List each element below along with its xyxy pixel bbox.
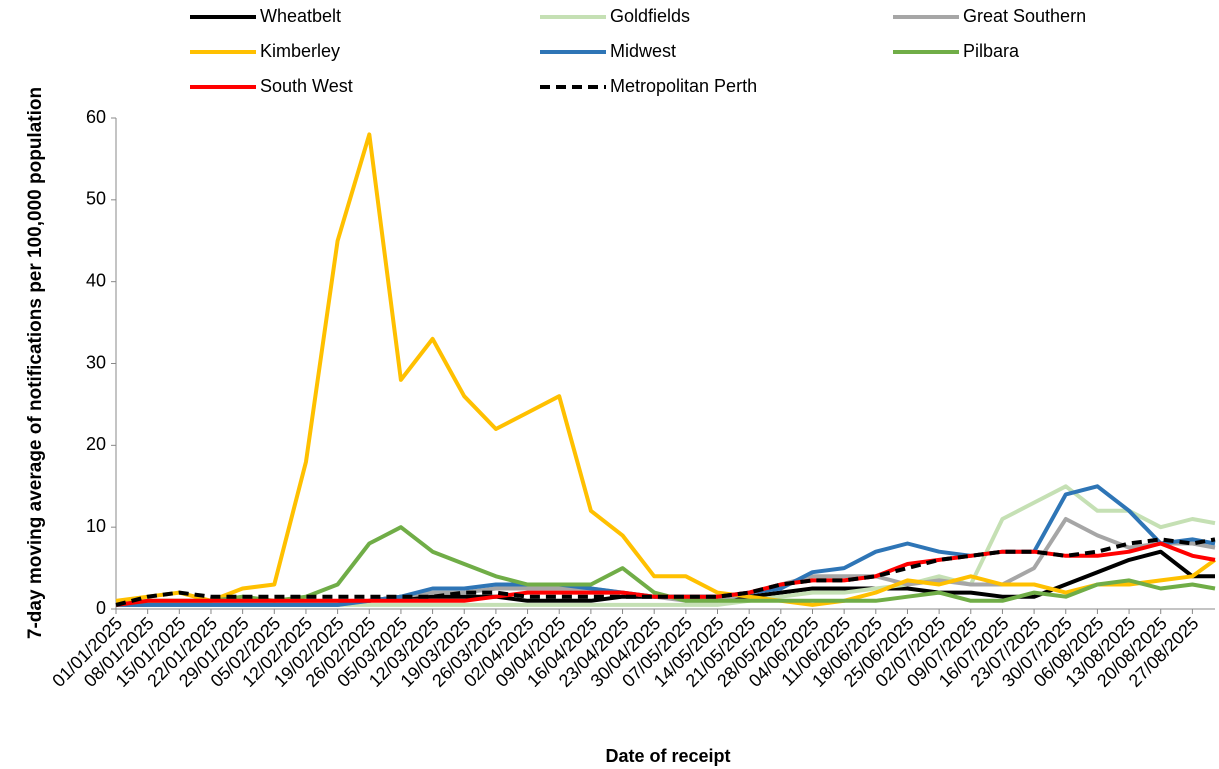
y-tick-label: 20 [86, 434, 106, 454]
series-line [115, 132, 1217, 607]
legend-label: South West [260, 76, 353, 96]
legend-label: Kimberley [260, 41, 340, 61]
legend-label: Goldfields [610, 6, 690, 26]
legend-label: Pilbara [963, 41, 1020, 61]
y-tick-label: 50 [86, 189, 106, 209]
y-tick-label: 0 [96, 598, 106, 618]
legend-label: Midwest [610, 41, 676, 61]
legend-label: Wheatbelt [260, 6, 341, 26]
y-axis-title: 7-day moving average of notifications pe… [25, 86, 46, 640]
legend-label: Metropolitan Perth [610, 76, 757, 96]
x-axis-title: Date of receipt [605, 746, 730, 766]
y-tick-label: 30 [86, 352, 106, 372]
legend-label: Great Southern [963, 6, 1086, 26]
series-line [115, 537, 1216, 607]
y-tick-label: 40 [86, 270, 106, 290]
y-tick-label: 60 [86, 107, 106, 127]
y-tick-label: 10 [86, 516, 106, 536]
